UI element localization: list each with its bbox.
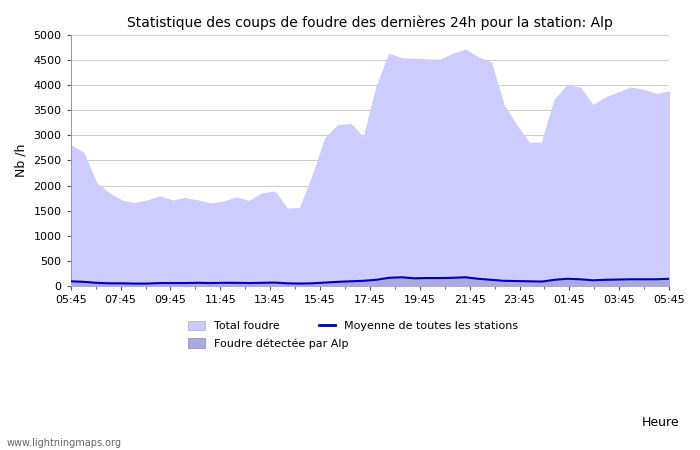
Y-axis label: Nb /h: Nb /h [15, 144, 28, 177]
Text: www.lightningmaps.org: www.lightningmaps.org [7, 438, 122, 448]
Text: Heure: Heure [641, 416, 679, 429]
Title: Statistique des coups de foudre des dernières 24h pour la station: Alp: Statistique des coups de foudre des dern… [127, 15, 613, 30]
Legend: Foudre détectée par Alp: Foudre détectée par Alp [184, 334, 353, 353]
